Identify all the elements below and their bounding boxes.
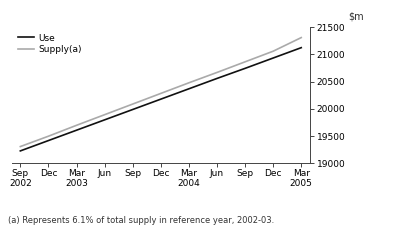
- Supply(a): [74, 124, 79, 127]
- Line: Supply(a): Supply(a): [20, 38, 301, 147]
- Use: [130, 108, 135, 111]
- Use: [158, 98, 163, 101]
- Use: [74, 129, 79, 132]
- Line: Use: Use: [20, 48, 301, 151]
- Use: [215, 77, 220, 80]
- Supply(a): [130, 103, 135, 105]
- Supply(a): [158, 92, 163, 95]
- Supply(a): [299, 36, 304, 39]
- Text: (a) Represents 6.1% of total supply in reference year, 2002-03.: (a) Represents 6.1% of total supply in r…: [8, 216, 274, 225]
- Supply(a): [18, 145, 23, 148]
- Supply(a): [271, 50, 276, 53]
- Use: [271, 57, 276, 59]
- Use: [102, 118, 107, 121]
- Supply(a): [243, 60, 247, 63]
- Supply(a): [46, 135, 51, 138]
- Use: [299, 46, 304, 49]
- Use: [243, 67, 247, 70]
- Legend: Use, Supply(a): Use, Supply(a): [16, 32, 83, 56]
- Supply(a): [215, 71, 220, 74]
- Use: [187, 87, 191, 90]
- Supply(a): [187, 81, 191, 84]
- Supply(a): [102, 113, 107, 116]
- Use: [46, 139, 51, 142]
- Use: [18, 150, 23, 152]
- Text: $m: $m: [349, 12, 364, 22]
